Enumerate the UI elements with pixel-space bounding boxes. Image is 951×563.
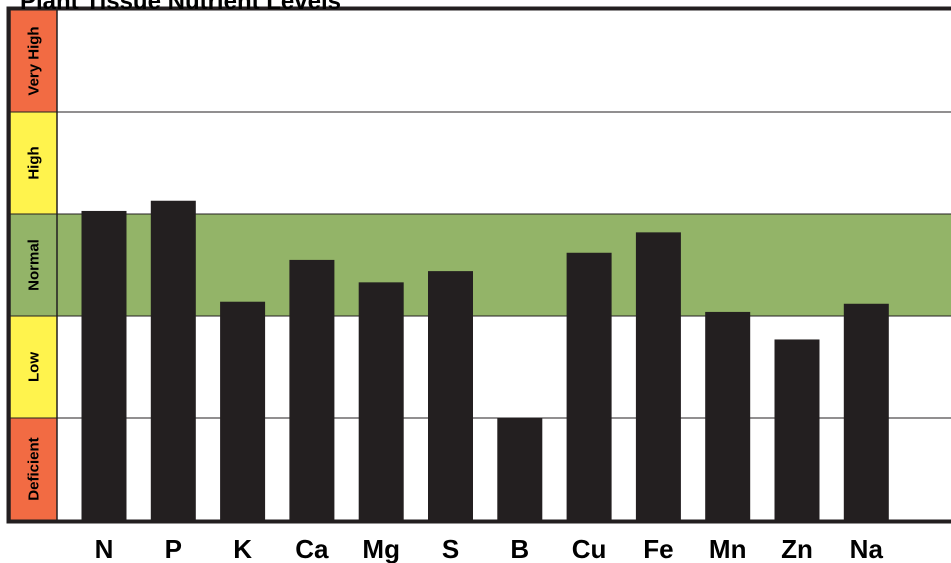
category-labels: N P K Ca Mg S B Cu Fe Mn Zn Na [95,534,884,563]
category-label-mg: Mg [362,534,400,563]
category-label-zn: Zn [781,534,813,563]
level-band-strip: Deficient Low Normal High Very High [10,10,57,520]
level-band-high [10,112,57,214]
bar-mg [358,282,404,520]
level-label-high: High [26,146,43,179]
level-label-very-high: Very High [26,26,43,95]
bar-n [81,210,127,520]
level-label-normal: Normal [26,239,43,291]
category-label-k: K [233,534,252,563]
category-label-cu: Cu [572,534,607,563]
outer-border [6,6,951,524]
bar-fe [635,232,681,521]
level-band-low [10,316,57,418]
bar-k [220,301,266,520]
level-label-low: Low [26,352,43,382]
level-label-deficient: Deficient [26,437,43,500]
bar-mn [705,311,751,520]
category-label-fe: Fe [643,534,673,563]
bar-zn [774,339,820,520]
bar-p [150,200,196,521]
category-label-mn: Mn [709,534,747,563]
category-label-s: S [442,534,459,563]
level-band-normal [10,214,57,316]
chart-title: Plant Tissue Nutrient Levels [20,0,341,15]
bars [81,200,889,521]
plot-frame [6,6,951,524]
category-label-na: Na [850,534,884,563]
normal-range-highlight [57,214,951,316]
bar-b [497,418,543,520]
category-label-ca: Ca [295,534,329,563]
bar-cu [566,252,612,520]
bar-s [428,271,473,520]
category-label-n: N [95,534,114,563]
bar-na [843,303,889,520]
level-band-deficient [10,418,57,520]
category-label-b: B [510,534,529,563]
level-band-very-high [10,10,57,112]
bar-ca [289,259,335,520]
category-label-p: P [165,534,182,563]
